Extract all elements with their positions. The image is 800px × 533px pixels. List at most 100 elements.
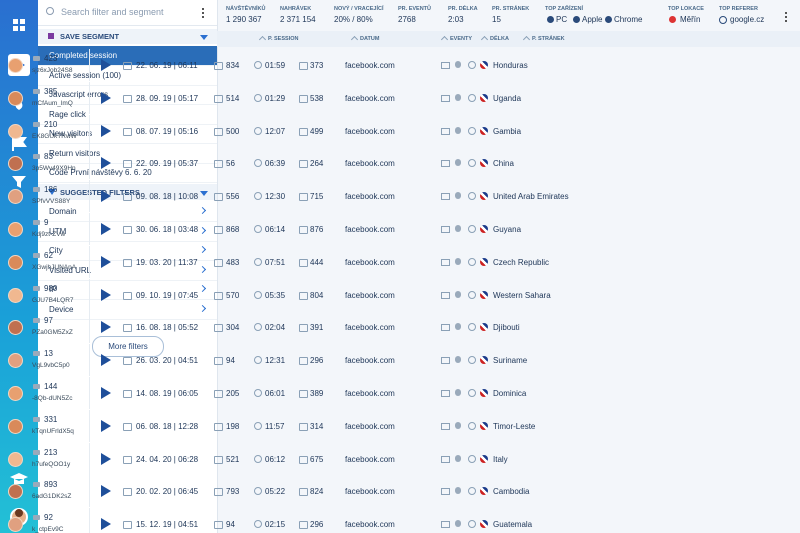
segment[interactable]: New visitors: [49, 129, 93, 138]
os-icon: [455, 389, 461, 396]
segment[interactable]: Return visitors: [49, 148, 101, 158]
avatar: [8, 123, 23, 139]
clock-icon: [254, 323, 262, 332]
pages: 389: [310, 389, 324, 398]
play-button[interactable]: [101, 485, 111, 498]
filter[interactable]: Domain: [49, 207, 77, 216]
pages-icon: [299, 127, 308, 136]
menu-dots: [785, 12, 789, 22]
date: 08. 07. 19 | 05:16: [136, 126, 199, 136]
clock-icon: [254, 290, 262, 299]
device-icon: [441, 193, 450, 201]
date: 26. 03. 20 | 04:51: [136, 356, 199, 366]
segment[interactable]: Code První návštěvy 6. 6. 20: [49, 168, 152, 177]
date: 22. 06. 19 | 06:11: [136, 61, 198, 70]
avatar: [8, 90, 23, 106]
events: 198: [226, 421, 240, 431]
device-icon: [441, 488, 450, 496]
events-icon: [214, 324, 223, 333]
clock-icon: [254, 225, 262, 233]
play-button[interactable]: [101, 59, 111, 71]
video-icon: [33, 449, 40, 455]
play-button[interactable]: [101, 387, 111, 399]
session-id: PZa0GM5ZxZ: [32, 329, 73, 337]
calendar-icon: [123, 455, 132, 464]
country: Western Sahara: [493, 290, 551, 300]
pages: 391: [310, 323, 324, 333]
filter[interactable]: UTM: [49, 226, 67, 236]
session-count: 213: [44, 447, 58, 457]
play-button[interactable]: [101, 255, 111, 268]
save-segment[interactable]: SAVE SEGMENT: [60, 32, 120, 41]
device-icon: [441, 521, 450, 529]
clock-icon: [254, 257, 262, 266]
session-divider: [89, 49, 90, 81]
session-id: h7ufeQOO1y: [32, 460, 71, 468]
duration: 12:30: [265, 192, 286, 202]
browser-icon: [468, 520, 476, 529]
play-button[interactable]: [101, 124, 111, 137]
pages: 876: [310, 225, 324, 234]
country: Honduras: [493, 61, 528, 70]
avatar: [8, 451, 23, 467]
play-button[interactable]: [101, 157, 111, 170]
column-header: DÉLKA: [490, 36, 509, 42]
events: 304: [226, 323, 240, 333]
play-button[interactable]: [101, 288, 111, 301]
session-divider: [89, 475, 90, 508]
divider: [38, 123, 217, 125]
calendar-icon: [123, 127, 132, 136]
filter[interactable]: Device: [49, 304, 74, 314]
session-count: 9: [44, 218, 49, 227]
session-divider: [89, 81, 90, 114]
pages: 444: [310, 257, 324, 267]
more-filters[interactable]: More filters: [92, 336, 164, 357]
segment[interactable]: Rage click: [49, 109, 86, 119]
pages-icon: [299, 455, 308, 464]
flag: [480, 93, 488, 102]
calendar-icon: [123, 324, 132, 333]
stat-label: PR. STRÁNEK: [492, 6, 530, 12]
search-input[interactable]: Search filter and segment: [61, 7, 164, 17]
events-icon: [214, 455, 223, 464]
os-icon: [455, 290, 461, 298]
segment[interactable]: Completed session: [49, 51, 118, 60]
chevron: [198, 304, 207, 312]
os-icon: [455, 323, 461, 331]
duration: 07:51: [265, 257, 286, 267]
device-icon: [547, 16, 554, 23]
play-button[interactable]: [101, 321, 111, 334]
pages-icon: [299, 324, 308, 333]
session-id: GJU7B4LQR7: [32, 296, 74, 304]
clock-icon: [254, 93, 262, 102]
play-button[interactable]: [101, 518, 111, 531]
filter[interactable]: City: [49, 246, 63, 255]
os-icon: [455, 454, 461, 462]
duration: 02:04: [265, 323, 286, 333]
play-button[interactable]: [101, 190, 111, 203]
save-segment-bar: [38, 29, 217, 44]
flag: [480, 356, 488, 365]
referrer: facebook.com: [345, 356, 395, 366]
filter[interactable]: IP: [49, 285, 57, 294]
flag: [480, 159, 488, 168]
events: 205: [226, 389, 240, 398]
segment[interactable]: Javascript errors: [49, 90, 109, 99]
filter[interactable]: Visited URL: [49, 265, 92, 275]
pages-icon: [299, 226, 308, 234]
play-button[interactable]: [101, 419, 111, 432]
play-button[interactable]: [101, 452, 111, 465]
stat-label: NAHRÁVEK: [280, 6, 312, 12]
play-button[interactable]: [101, 223, 111, 235]
play-button[interactable]: [101, 354, 111, 367]
segment[interactable]: Active session (100): [49, 70, 122, 80]
play-button[interactable]: [101, 91, 111, 104]
session-divider: [89, 278, 90, 311]
country: United Arab Emirates: [493, 192, 569, 202]
session-id: SPfvVVS88Y: [32, 198, 71, 206]
stat-value: Apple: [582, 15, 603, 24]
browser-icon: [468, 487, 476, 496]
events-icon: [214, 291, 223, 300]
pages-icon: [299, 94, 308, 103]
session-id: Kdj9zt-ZVw: [32, 231, 66, 238]
